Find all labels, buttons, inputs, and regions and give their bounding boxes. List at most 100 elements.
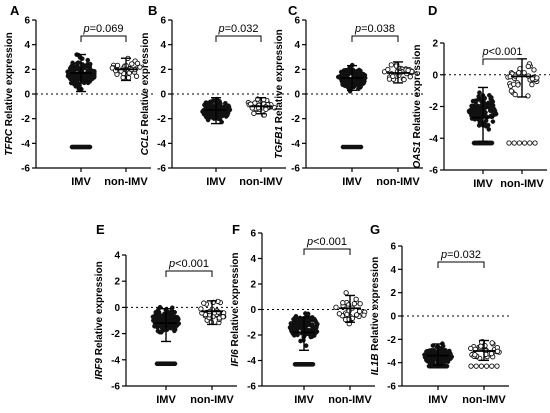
panel-a-point [76, 60, 81, 65]
panel-d-point [477, 90, 482, 95]
panel-d-point [527, 140, 533, 146]
panel-b-point [203, 114, 209, 120]
panel-b-point [271, 105, 278, 111]
panel-c-point [390, 73, 396, 79]
panel-a-point [72, 78, 78, 84]
panel-f-point [309, 334, 315, 339]
panel-f-ytick-label: -4 [247, 356, 256, 367]
panel-d-point [486, 127, 492, 132]
panel-f-point [288, 327, 294, 333]
panel-c-ylabel: TGFB1 Relative expression [274, 29, 285, 159]
panel-c-ytick-label: -2 [291, 114, 300, 125]
panel-g-point [473, 363, 479, 369]
panel-g-point [472, 352, 478, 358]
panel-g-ytick-label: 6 [390, 242, 396, 253]
panel-f-point [336, 311, 342, 317]
panel-a-point [73, 64, 79, 70]
panel-g-ylabel: IL1B Relative expression [370, 257, 381, 375]
panel-e-letter: E [96, 222, 105, 237]
panel-d-point [506, 140, 512, 146]
panel-b-point [216, 113, 222, 118]
panel-f-point [312, 317, 318, 323]
panel-e-point [220, 314, 226, 320]
panel-e-ytick-label: 0 [114, 303, 120, 314]
panel-e-pvalue: p<0.001 [168, 258, 209, 270]
panel-e-point [175, 316, 181, 321]
panel-d: D -6 -4 -2 0 2 IMV non-IMV OAS1 Relative express… [412, 3, 550, 190]
panel-d-point [508, 88, 515, 94]
panel-g-pvalue: p=0.032 [440, 249, 481, 261]
panel-a-point [87, 64, 92, 69]
panel-e-point [172, 309, 177, 315]
panel-a-point [83, 75, 89, 81]
panel-a-point [73, 84, 79, 89]
panel-a-point [87, 79, 93, 84]
panel-f-point [310, 362, 316, 367]
panel-d-ytick-label: 0 [432, 70, 438, 81]
panel-c-bracket [351, 35, 399, 42]
panel-a-point [134, 60, 141, 67]
panel-d-ytick-label: 2 [432, 39, 438, 50]
panel-d-point [532, 140, 538, 146]
panel-a-point [129, 61, 135, 67]
panel-f-point [298, 338, 303, 344]
panel-e-point [155, 328, 161, 334]
panel-b-point [204, 103, 210, 109]
panel-f-point [353, 296, 359, 302]
panel-g-ytick-label: -4 [387, 358, 396, 369]
panel-f-letter: F [232, 222, 240, 237]
panel-g-point [478, 363, 485, 369]
panel-g-bracket [437, 261, 485, 268]
panel-c-point [358, 83, 364, 89]
panel-e-point [152, 323, 158, 328]
panel-d-point [491, 106, 497, 112]
panel-d-point [521, 140, 528, 146]
panel-b-point [217, 99, 222, 104]
panel-b-ytick-label: -4 [157, 139, 166, 150]
panel-c-point [343, 67, 349, 73]
panel-e-ytick-label: -4 [111, 355, 120, 366]
panel-b-ytick-label: 4 [160, 40, 166, 51]
panel-a-point [133, 73, 140, 79]
panel-d-point [525, 63, 531, 70]
panel-c-point [401, 76, 407, 83]
panel-g-point [430, 358, 436, 364]
panel-c-pvalue: p=0.038 [354, 23, 395, 35]
panel-d-point [531, 67, 537, 73]
panel-d-ytick-label: -4 [429, 134, 438, 145]
panel-c-ytick-label: -4 [291, 139, 300, 150]
panel-a-xtick-label: non-IMV [104, 176, 148, 188]
panel-a-ytick-label: 6 [24, 16, 30, 27]
panel-g-ytick-label: 4 [390, 265, 396, 276]
panel-a-point [137, 64, 143, 70]
panel-g-point [488, 351, 495, 357]
panel-e-ytick-label: -6 [111, 382, 120, 393]
panel-a-xtick-label: IMV [71, 176, 91, 188]
panel-b-xtick-label: non-IMV [239, 176, 283, 188]
panel-c-xtick-label: IMV [342, 176, 362, 188]
panel-d-point [470, 98, 476, 104]
panel-f-point [333, 304, 339, 310]
panel-f-ytick-label: -6 [247, 382, 256, 393]
panel-a-ytick-label: 0 [24, 90, 30, 101]
panel-f-point [354, 312, 360, 318]
panel-d-point [490, 119, 496, 124]
panel-g-point [427, 360, 432, 365]
panel-e-point [168, 315, 173, 321]
panel-f: F -6 -4 -2 0 2 4 6 IMV non-IMV IFI6 Relative expre… [230, 222, 378, 406]
panel-f-pvalue: p<0.001 [306, 236, 347, 248]
panel-g-ytick-label: -2 [387, 335, 396, 346]
panel-c-point [385, 66, 391, 73]
panel-c: C -6 -4 -2 0 2 4 6 IMV non-IMV TGFB1 Relative expr… [274, 3, 426, 188]
panel-e-point [161, 326, 167, 331]
panel-f-ylabel: IFI6 Relative expression [230, 253, 241, 367]
panel-g-ytick-label: 0 [390, 312, 396, 323]
panel-f-bracket [303, 248, 351, 255]
panel-a-point [69, 63, 74, 69]
panel-b-ytick-label: -2 [157, 114, 166, 125]
panel-b-point [226, 104, 232, 110]
panel-e-point [172, 361, 178, 367]
panel-g-point [443, 347, 448, 353]
panel-f-point [298, 319, 304, 325]
panel-b-ytick-label: 2 [160, 65, 166, 76]
